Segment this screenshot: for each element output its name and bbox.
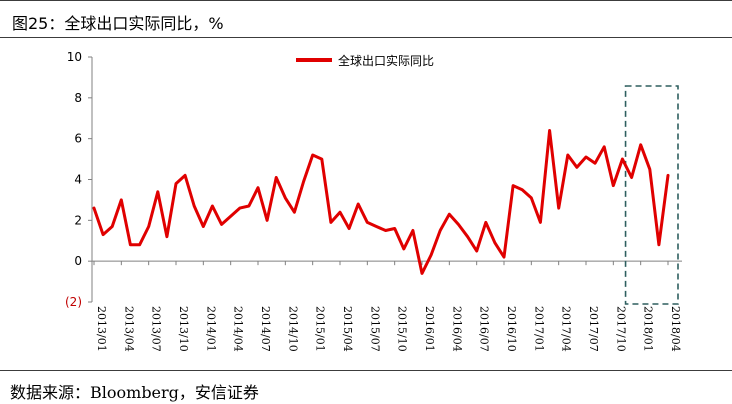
x-tick-label: 2016/07 (478, 306, 491, 352)
x-tick-label: 2014/10 (286, 306, 299, 352)
y-tick-label: 0 (74, 254, 82, 268)
x-tick-label: 2015/07 (368, 306, 381, 352)
y-tick-label: (2) (65, 295, 82, 309)
y-tick-label: 8 (74, 91, 82, 105)
x-tick-label: 2016/04 (450, 306, 463, 352)
title-bar: 图25：全球出口实际同比，% (0, 0, 732, 38)
x-tick-label: 2016/10 (505, 306, 518, 352)
x-tick-label: 2013/01 (95, 306, 108, 352)
series-line (92, 129, 670, 275)
x-tick-label: 2013/04 (122, 306, 135, 352)
x-tick-label: 2016/01 (423, 306, 436, 352)
x-tick-label: 2017/01 (532, 306, 545, 352)
x-tick-label: 2017/10 (614, 306, 627, 352)
x-tick-label: 2015/01 (314, 306, 327, 352)
x-tick-label: 2014/07 (259, 306, 272, 352)
x-tick-label: 2017/07 (587, 306, 600, 352)
x-tick-label: 2015/04 (341, 306, 354, 352)
x-tick-label: 2013/07 (150, 306, 163, 352)
source-note: 数据来源：Bloomberg，安信证券 (10, 383, 259, 402)
x-tick-label: 2017/04 (560, 306, 573, 352)
y-tick-label: 6 (74, 132, 82, 146)
x-tick-label: 2014/04 (232, 306, 245, 352)
legend-label: 全球出口实际同比 (338, 53, 434, 68)
x-tick-label: 2013/10 (177, 306, 190, 352)
y-tick-label: 10 (67, 50, 82, 64)
y-tick-label: 4 (74, 173, 82, 187)
x-tick-label: 2015/10 (396, 306, 409, 352)
line-chart: (2) 0 2 4 6 8 10 2013/01 2013/04 2013/07 2013/10 20… (65, 50, 682, 352)
chart-title: 图25：全球出口实际同比，% (12, 14, 224, 33)
source-bar: 数据来源：Bloomberg，安信证券 (0, 370, 732, 404)
x-tick-label: 2018/01 (642, 306, 655, 352)
y-tick-label: 2 (74, 213, 82, 227)
highlight-box (624, 85, 679, 305)
x-tick-label: 2018/04 (669, 306, 682, 352)
x-tick-label: 2014/01 (204, 306, 217, 352)
